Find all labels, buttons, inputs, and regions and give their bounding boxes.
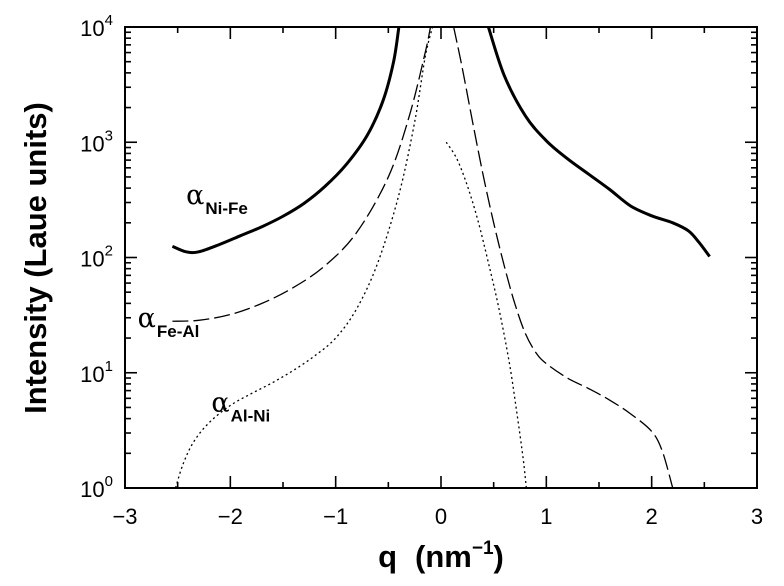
label-ni-fe: αNi-Fe [186,180,248,218]
y-tick-base: 10 [80,477,104,502]
y-tick-exponent: 1 [105,358,113,375]
label-ni-fe-subscript: Ni-Fe [205,199,248,218]
y-tick-base: 10 [80,362,104,387]
x-tick-label: 1 [540,504,552,529]
y-tick-label: 104 [80,12,113,41]
x-tick-label: −3 [112,504,137,529]
x-tick-labels: −3 −2 −1 0 1 2 3 [112,504,763,529]
series-al-ni-line-left [176,27,433,488]
series-fe-al-line-right [454,27,673,488]
label-fe-al-symbol: α [138,303,156,334]
label-fe-al-subscript: Fe-Al [157,322,200,341]
label-ni-fe-symbol: α [186,180,204,211]
x-tick-label: 0 [435,504,447,529]
x-axis-title-unit: (nm [415,539,472,574]
y-tick-exponent: 3 [105,127,113,144]
series-al-ni-line-right [446,142,526,488]
y-tick-exponent: 0 [105,473,113,490]
y-axis-title: Intensity (Laue units) [18,102,53,414]
x-tick-label: 2 [646,504,658,529]
x-tick-label: 3 [751,504,763,529]
y-tick-exponent: 2 [105,243,113,260]
x-axis-title: q (nm−1) [378,538,504,574]
y-tick-base: 10 [80,16,104,41]
y-tick-label: 102 [80,243,113,272]
series-ni-fe-line-left [172,27,398,253]
label-al-ni: αAl-Ni [211,388,270,426]
x-axis-title-unit-exponent: −1 [472,538,494,559]
plot-frame [125,27,757,488]
x-tick-label: −1 [323,504,348,529]
x-axis-title-close: ) [494,539,504,574]
y-tick-label: 101 [80,358,113,387]
y-tick-base: 10 [80,247,104,272]
label-fe-al: αFe-Al [138,303,200,341]
x-axis-title-symbol: q [378,539,397,574]
axis-ticks [125,27,757,488]
y-tick-base: 10 [80,131,104,156]
y-tick-label: 103 [80,127,113,156]
x-tick-label: −2 [218,504,243,529]
y-tick-label: 100 [80,473,113,502]
y-tick-exponent: 4 [105,12,113,29]
label-al-ni-symbol: α [211,388,229,419]
label-al-ni-subscript: Al-Ni [231,407,271,426]
series-ni-fe-line-right [488,27,709,257]
